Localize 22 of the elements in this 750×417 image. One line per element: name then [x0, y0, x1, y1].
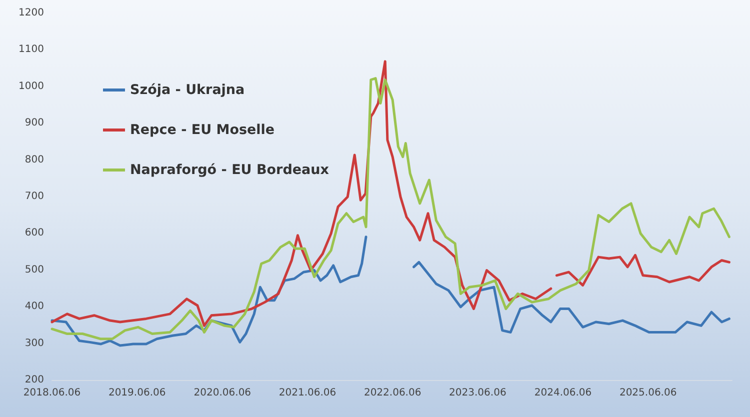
x-tick-label: 2020.06.06: [194, 388, 252, 398]
y-tick-label: 1000: [18, 80, 44, 92]
y-tick-label: 200: [24, 374, 44, 386]
legend-label: Repce - EU Moselle: [130, 122, 275, 138]
y-tick-label: 700: [24, 191, 44, 202]
y-tick-label: 500: [24, 264, 44, 276]
y-tick-label: 1200: [18, 8, 44, 18]
x-tick-label: 2018.06.06: [23, 388, 81, 398]
y-tick-label: 800: [24, 154, 44, 166]
y-tick-label: 900: [24, 118, 44, 129]
x-tick-label: 2021.06.06: [278, 388, 336, 398]
y-tick-label: 300: [24, 338, 44, 349]
legend-label: Szója - Ukrajna: [130, 82, 245, 98]
y-tick-label: 1100: [18, 44, 44, 56]
y-tick-label: 400: [24, 301, 44, 312]
x-tick-label: 2019.06.06: [108, 388, 166, 398]
x-tick-label: 2024.06.06: [534, 388, 592, 398]
legend-label: Napraforgó - EU Bordeaux: [130, 162, 330, 178]
x-tick-label: 2022.06.06: [364, 388, 422, 398]
x-tick-label: 2025.06.06: [619, 388, 677, 398]
x-tick-label: 2023.06.06: [449, 388, 506, 398]
y-tick-label: 600: [24, 228, 44, 239]
